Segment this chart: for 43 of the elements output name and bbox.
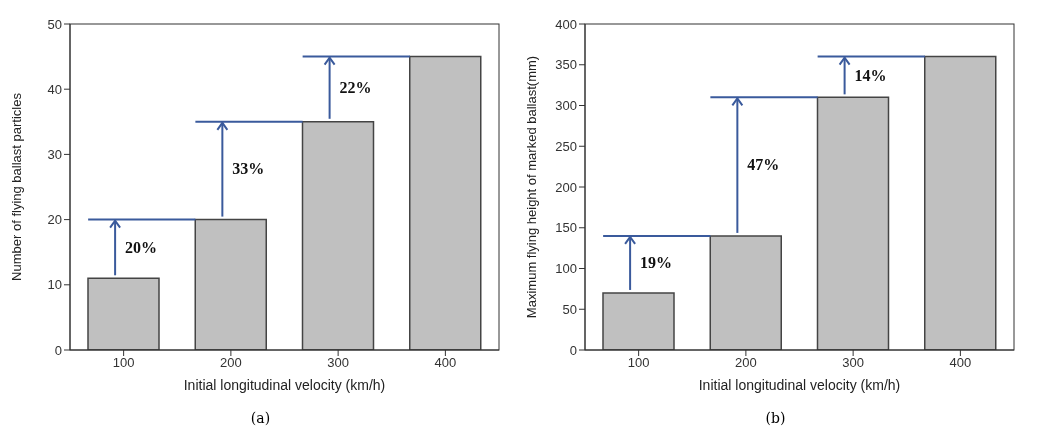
- y-tick-label: 350: [555, 57, 577, 73]
- annotation: 19%: [640, 254, 673, 272]
- x-tick-label: 400: [434, 355, 457, 371]
- bar: [924, 55, 997, 350]
- bar: [602, 292, 675, 350]
- y-tick-label: 100: [555, 261, 577, 277]
- y-tick-label: 40: [47, 81, 62, 97]
- x-tick-label: 200: [220, 355, 242, 371]
- y-tick-label: 30: [47, 147, 62, 163]
- x-tick-label: 300: [842, 355, 864, 371]
- x-tick-label: 400: [949, 355, 972, 371]
- y-tick-label: 0: [569, 342, 577, 358]
- text: (a): [249, 410, 272, 426]
- y-axis-title: Maximum flying height of marked ballast(mm): [523, 55, 539, 319]
- x-tick-label: 200: [735, 355, 757, 371]
- x-axis-title: Initial longitudinal velocity (km/h): [698, 377, 901, 393]
- y-tick-label: 0: [54, 342, 62, 358]
- text: (b): [764, 410, 787, 426]
- y-tick-label: 50: [562, 301, 577, 317]
- x-tick-label: 100: [627, 355, 650, 371]
- y-axis-title: Number of flying ballast particles: [8, 92, 24, 281]
- y-tick-label: 200: [555, 179, 577, 195]
- x-axis-title: Initial longitudinal velocity (km/h): [183, 377, 386, 393]
- y-tick-label: 400: [555, 16, 577, 32]
- bar: [816, 96, 890, 350]
- y-tick-label: 300: [555, 98, 577, 114]
- annotation: 47%: [747, 156, 780, 174]
- annotation: 33%: [232, 160, 265, 178]
- annotation: 20%: [125, 238, 158, 256]
- y-tick-label: 150: [555, 220, 577, 236]
- y-tick-label: 250: [555, 138, 577, 154]
- annotation: 14%: [854, 66, 887, 84]
- y-tick-label: 20: [47, 212, 62, 228]
- bar: [709, 235, 782, 350]
- bar: [409, 55, 482, 350]
- x-tick-label: 300: [327, 355, 349, 371]
- bar: [194, 218, 267, 350]
- bar: [87, 277, 160, 350]
- x-tick-label: 100: [112, 355, 135, 371]
- y-tick-label: 10: [47, 277, 62, 293]
- bar: [301, 121, 375, 350]
- annotation: 22%: [339, 78, 372, 96]
- y-tick-label: 50: [47, 16, 62, 32]
